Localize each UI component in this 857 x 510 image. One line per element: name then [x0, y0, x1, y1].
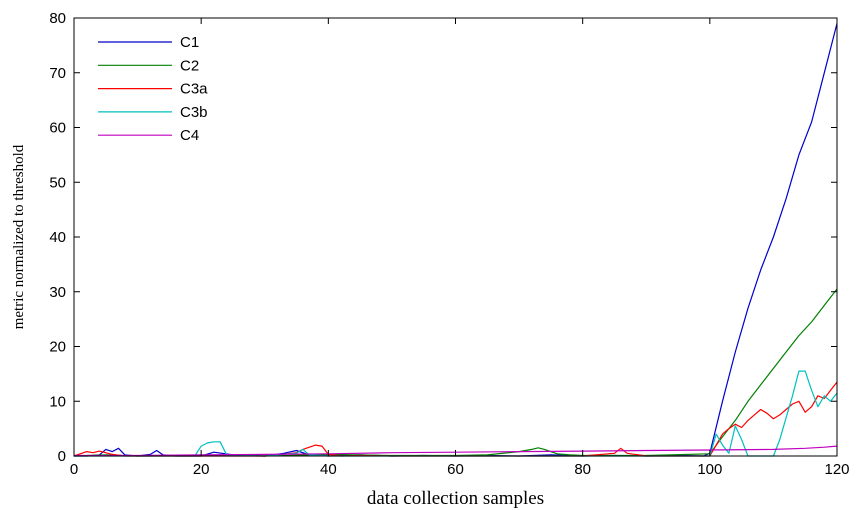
- legend-label: C4: [180, 127, 199, 144]
- legend-item-c4: C4: [98, 127, 199, 144]
- legend-label: C1: [180, 34, 199, 51]
- legend-item-c1: C1: [98, 34, 199, 51]
- x-tick-label: 20: [193, 461, 210, 478]
- legend: C1 C2 C3a C3b C4: [98, 34, 208, 144]
- legend-label: C3b: [180, 104, 208, 121]
- x-tick-label: 80: [574, 461, 591, 478]
- x-tick-label: 40: [320, 461, 337, 478]
- legend-label: C2: [180, 57, 199, 74]
- y-tick-label: 30: [49, 284, 66, 301]
- series-line-c2: [73, 288, 838, 457]
- x-tick-label: 60: [447, 461, 464, 478]
- ticks-layer: 0 20 40 60 80 100 120 0 10 20 30 40 50 60 70 80: [49, 10, 849, 478]
- y-tick-label: 0: [58, 448, 66, 465]
- series-line-c4: [74, 445, 838, 457]
- y-tick-label: 60: [49, 120, 66, 137]
- y-axis-label: metric normalized to threshold: [11, 144, 27, 329]
- legend-item-c2: C2: [98, 57, 199, 74]
- y-tick-label: 80: [49, 10, 66, 27]
- x-tick-label: 120: [824, 461, 849, 478]
- x-tick-label: 0: [70, 461, 78, 478]
- plot-area: [74, 18, 837, 456]
- legend-item-c3b: C3b: [98, 104, 208, 121]
- y-tick-label: 50: [49, 174, 66, 191]
- y-tick-label: 10: [49, 393, 66, 410]
- x-tick-label: 100: [697, 461, 722, 478]
- legend-item-c3a: C3a: [98, 81, 208, 98]
- y-tick-label: 40: [49, 229, 66, 246]
- x-axis-label: data collection samples: [367, 488, 544, 509]
- legend-label: C3a: [180, 81, 208, 98]
- y-tick-label: 20: [49, 339, 66, 356]
- y-tick-label: 70: [49, 65, 66, 82]
